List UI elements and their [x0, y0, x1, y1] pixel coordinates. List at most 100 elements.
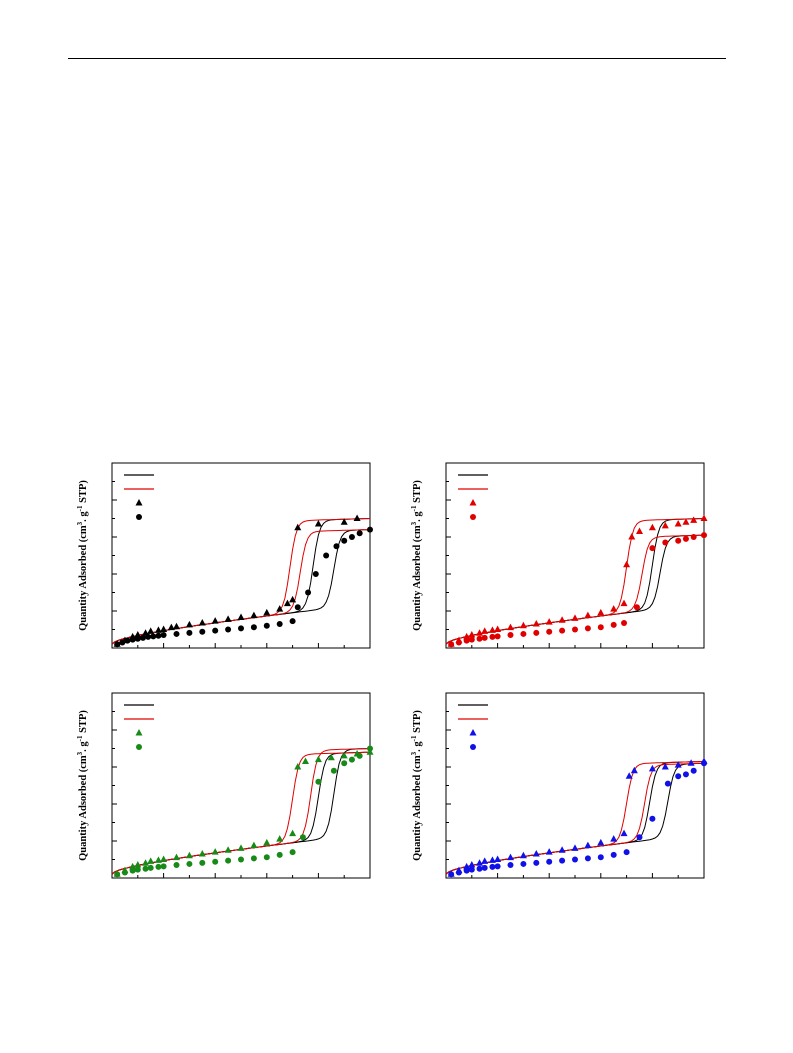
triangle-point [674, 520, 682, 527]
legend-circle [470, 514, 476, 520]
triangle-point [167, 623, 175, 631]
circle-point [546, 628, 553, 635]
circle-point [533, 629, 540, 636]
circle-point [507, 862, 514, 869]
circle-point [481, 864, 488, 871]
legend-circle [136, 514, 142, 520]
circle-point [199, 859, 206, 866]
circle-point [121, 869, 128, 876]
circle-point [312, 571, 319, 577]
triangle-point [160, 625, 168, 632]
circle-point [250, 624, 257, 631]
circle-point [690, 534, 697, 540]
circle-point [489, 633, 496, 640]
circle-point [610, 621, 617, 628]
triangle-point [571, 614, 579, 621]
circle-point [289, 618, 296, 625]
circle-point [572, 856, 578, 863]
page-top-rule [68, 58, 726, 59]
triangle-point [661, 521, 669, 529]
triangle-point [134, 631, 142, 638]
circle-point [330, 767, 337, 774]
triangle-point [340, 518, 348, 525]
circle-point [448, 871, 455, 878]
circle-point [701, 760, 707, 767]
circle-point [150, 633, 157, 640]
chart-bottom-left: Quantity Adsorbed (cm3. g-1 STP) [76, 692, 374, 879]
circle-point [276, 851, 283, 858]
circle-point [225, 857, 232, 864]
legend-circle [136, 744, 142, 750]
triangle-point [198, 619, 206, 626]
triangle-point [476, 629, 484, 636]
circle-point [155, 632, 162, 639]
triangle-point [340, 751, 348, 759]
circle-point [333, 543, 340, 550]
circle-point [341, 537, 348, 544]
circle-point [199, 628, 206, 635]
triangle-point [173, 853, 180, 861]
circle-point [250, 855, 257, 862]
triangle-point [160, 855, 168, 862]
triangle-point [507, 623, 514, 631]
circle-point [455, 639, 462, 646]
circle-point [682, 771, 689, 778]
circle-point [520, 860, 527, 867]
circle-point [623, 849, 630, 856]
triangle-point [237, 613, 245, 620]
circle-point [701, 532, 707, 539]
triangle-point [224, 846, 232, 853]
circle-point [584, 855, 591, 862]
circle-point [119, 639, 126, 646]
triangle-point [687, 759, 695, 766]
triangle-point [211, 848, 219, 855]
circle-point [134, 866, 141, 873]
triangle-point [154, 856, 162, 863]
circle-point [142, 865, 149, 872]
triangle-point [700, 514, 708, 521]
circle-point [186, 629, 193, 636]
triangle-point [584, 841, 592, 849]
circle-point [675, 537, 682, 544]
triangle-point [636, 527, 643, 534]
triangle-point [250, 611, 258, 619]
circle-point [341, 760, 348, 767]
triangle-point [476, 859, 484, 866]
circle-point [348, 756, 355, 763]
circle-point [476, 635, 483, 642]
triangle-point [463, 862, 471, 870]
triangle-point [224, 615, 232, 622]
triangle-point [597, 608, 605, 616]
y-axis-label: Quantity Adsorbed (cm3. g-1 STP) [410, 710, 423, 861]
red-fit-curve-triangle [445, 518, 705, 645]
circle-point [160, 632, 167, 639]
triangle-point [289, 829, 297, 837]
circle-point [662, 539, 669, 546]
triangle-point [532, 849, 540, 857]
circle-point [212, 627, 219, 634]
triangle-point [507, 853, 514, 861]
triangle-point [314, 755, 322, 763]
triangle-point [648, 523, 656, 531]
circle-point [129, 636, 136, 643]
circle-point [134, 635, 141, 642]
circle-point [323, 552, 330, 559]
triangle-point [468, 861, 476, 868]
triangle-point [519, 851, 527, 859]
circle-point [690, 767, 697, 774]
triangle-point [661, 763, 669, 770]
triangle-point [173, 622, 180, 630]
circle-point [546, 858, 553, 865]
triangle-point [558, 616, 566, 623]
chart-top-left: Quantity Adsorbed (cm3. g-1 STP) [76, 462, 373, 649]
circle-point [448, 641, 455, 648]
circle-point [294, 604, 301, 611]
circle-point [597, 624, 604, 631]
chart-bottom-right: Quantity Adsorbed (cm3. g-1 STP) [410, 692, 708, 879]
circle-point [494, 633, 501, 640]
triangle-point [198, 849, 206, 857]
circle-point [468, 866, 475, 873]
triangle-point [294, 763, 302, 770]
triangle-point [620, 829, 628, 837]
triangle-point [147, 857, 155, 864]
